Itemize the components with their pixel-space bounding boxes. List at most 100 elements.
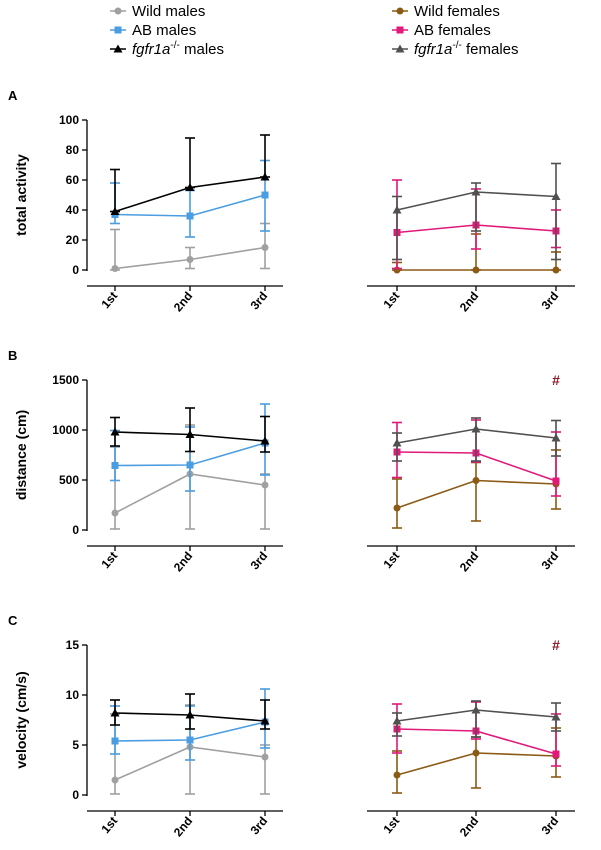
data-point xyxy=(392,716,402,725)
legend-marker-square xyxy=(114,26,122,34)
data-point xyxy=(111,462,119,469)
legend-marker-triangle xyxy=(395,44,405,53)
legend-item-wild_m: Wild males xyxy=(110,3,205,20)
data-point xyxy=(110,207,120,215)
data-point xyxy=(110,427,120,436)
legend-label: Wild females xyxy=(414,3,500,20)
data-point xyxy=(551,192,561,200)
data-point xyxy=(471,424,481,433)
y-tick-label: 20 xyxy=(66,233,80,247)
series-ko_f xyxy=(392,417,561,462)
females-plot xyxy=(392,700,561,794)
y-tick-label: 0 xyxy=(72,788,79,802)
legend-item-ab_m: AB males xyxy=(110,22,196,39)
x-tick-label: 2nd xyxy=(457,549,481,574)
x-tick-label: 1st xyxy=(380,549,402,571)
data-point xyxy=(260,172,270,181)
data-point xyxy=(551,712,561,721)
legend-marker-triangle xyxy=(113,44,123,53)
x-tick-label: 2nd xyxy=(171,289,195,314)
y-tick-label: 500 xyxy=(59,473,79,487)
females-plot xyxy=(392,162,561,274)
x-tick-label: 3rd xyxy=(539,289,562,312)
x-tick-label: 2nd xyxy=(171,549,195,574)
series-ko_m xyxy=(110,407,270,453)
males-plot xyxy=(110,134,270,272)
y-tick-label: 1500 xyxy=(52,373,79,387)
legend-label: fgfr1a-/- females xyxy=(414,40,519,58)
data-point xyxy=(552,266,560,274)
data-point xyxy=(392,438,402,447)
data-point xyxy=(551,433,561,442)
data-point xyxy=(185,183,195,191)
legend-item-ab_f: AB females xyxy=(392,22,491,39)
data-point xyxy=(393,504,401,512)
x-tick-label: 1st xyxy=(98,814,120,836)
x-tick-label: 1st xyxy=(98,289,120,311)
legend-marker-circle xyxy=(114,7,122,15)
males-plot xyxy=(110,403,270,530)
data-point xyxy=(261,753,269,761)
x-tick-label: 3rd xyxy=(539,549,562,572)
legend-label: Wild males xyxy=(132,3,205,20)
data-point xyxy=(185,710,195,719)
y-tick-label: 15 xyxy=(66,638,80,652)
data-point xyxy=(111,509,119,517)
data-point xyxy=(392,205,402,214)
y-tick-label: 0 xyxy=(72,523,79,537)
data-point xyxy=(260,436,270,445)
data-point xyxy=(111,776,119,784)
series-wild_f xyxy=(392,449,561,529)
legend-item-ko_m: fgfr1a-/- males xyxy=(110,40,224,58)
data-point xyxy=(111,737,119,745)
females-plot xyxy=(392,417,561,529)
x-tick-label: 2nd xyxy=(457,814,481,839)
data-point xyxy=(186,256,194,263)
data-point xyxy=(186,736,194,744)
data-point xyxy=(261,244,269,251)
legend-label: AB males xyxy=(132,22,196,39)
data-point xyxy=(471,187,481,196)
y-tick-label: 100 xyxy=(59,113,79,127)
data-point xyxy=(111,265,119,272)
data-point xyxy=(472,749,480,757)
y-tick-label: 80 xyxy=(66,143,80,157)
x-tick-label: 1st xyxy=(380,289,402,311)
panel-label: B xyxy=(8,348,17,363)
x-tick-label: 2nd xyxy=(457,289,481,314)
data-point xyxy=(552,750,560,758)
x-tick-label: 3rd xyxy=(248,549,271,572)
data-point xyxy=(260,716,270,725)
data-point xyxy=(472,477,480,484)
males-plot xyxy=(110,688,270,795)
y-tick-label: 10 xyxy=(66,688,80,702)
series-ko_m xyxy=(110,134,270,215)
x-tick-label: 3rd xyxy=(248,814,271,837)
panel-label: C xyxy=(8,613,18,628)
legend-marker-square xyxy=(396,26,404,34)
series-ko_f xyxy=(392,700,561,738)
x-tick-label: 1st xyxy=(380,814,402,836)
data-point xyxy=(471,705,481,714)
significance-mark: # xyxy=(552,637,560,653)
data-point xyxy=(261,191,269,199)
panel-label: A xyxy=(8,88,18,103)
data-point xyxy=(472,266,480,274)
x-tick-label: 2nd xyxy=(171,814,195,839)
legend-label: AB females xyxy=(414,22,491,39)
data-point xyxy=(110,708,120,717)
series-ko_m xyxy=(110,693,270,730)
y-tick-label: 60 xyxy=(66,173,80,187)
legend-item-wild_f: Wild females xyxy=(392,3,500,20)
data-point xyxy=(186,461,194,469)
series-ko_f xyxy=(392,162,561,261)
data-point xyxy=(185,430,195,438)
data-point xyxy=(393,771,401,779)
x-tick-label: 3rd xyxy=(539,814,562,837)
legend-marker-circle xyxy=(396,7,404,15)
